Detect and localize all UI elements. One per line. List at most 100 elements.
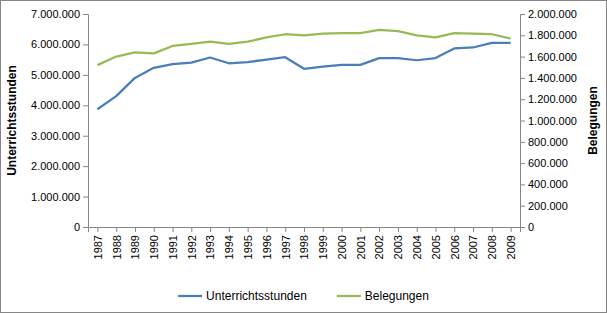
tick-label: 1999 xyxy=(317,235,329,259)
tick-label: 600.000 xyxy=(528,157,568,169)
x-axis: 1987198819891990199119921993199419951996… xyxy=(89,227,521,259)
tick-mark xyxy=(83,105,88,106)
tick-mark xyxy=(520,57,525,58)
tick-mark xyxy=(83,197,88,198)
tick-mark xyxy=(520,35,525,36)
tick: 800.000 xyxy=(520,136,568,148)
tick-label: 1990 xyxy=(148,235,160,259)
tick-mark xyxy=(210,227,211,232)
tick-mark xyxy=(83,75,88,76)
tick-label: 2004 xyxy=(411,235,423,259)
legend-swatch xyxy=(337,295,361,297)
tick: 0 xyxy=(520,221,534,233)
tick: 1999 xyxy=(317,227,329,259)
tick-mark xyxy=(520,99,525,100)
tick-label: 3.000.000 xyxy=(31,130,80,142)
tick-label: 1989 xyxy=(129,235,141,259)
tick-mark xyxy=(398,227,399,232)
tick-label: 1.200.000 xyxy=(528,93,577,105)
tick-mark xyxy=(454,227,455,232)
tick-mark xyxy=(520,142,525,143)
tick-mark xyxy=(435,227,436,232)
tick-label: 1997 xyxy=(280,235,292,259)
tick-mark xyxy=(520,206,525,207)
tick: 200.000 xyxy=(520,200,568,212)
tick-label: 2006 xyxy=(449,235,461,259)
tick-label: 2002 xyxy=(373,235,385,259)
tick-label: 2008 xyxy=(486,235,498,259)
tick: 2009 xyxy=(505,227,517,259)
tick: 1.400.000 xyxy=(520,72,577,84)
tick: 1996 xyxy=(261,227,273,259)
tick-mark xyxy=(379,227,380,232)
y-axis: 01.000.0002.000.0003.000.0004.000.0005.0… xyxy=(31,8,88,233)
tick: 1998 xyxy=(298,227,310,259)
tick-mark xyxy=(83,227,88,228)
tick-mark xyxy=(285,227,286,232)
tick-label: 5.000.000 xyxy=(31,69,80,81)
tick-label: 1994 xyxy=(223,235,235,259)
tick: 2005 xyxy=(430,227,442,259)
tick-mark xyxy=(135,227,136,232)
tick: 1.000.000 xyxy=(520,115,577,127)
tick-label: 2.000.000 xyxy=(31,160,80,172)
tick-mark xyxy=(97,227,98,232)
legend: UnterrichtsstundenBelegungen xyxy=(178,289,429,303)
legend-label: Unterrichtsstunden xyxy=(206,289,307,303)
tick-label: 1992 xyxy=(186,235,198,259)
tick-mark xyxy=(83,136,88,137)
legend-swatch xyxy=(178,295,202,297)
tick-label: 2.000.000 xyxy=(528,8,577,20)
tick-label: 1995 xyxy=(242,235,254,259)
tick-mark xyxy=(266,227,267,232)
tick: 2003 xyxy=(392,227,404,259)
tick-mark xyxy=(520,121,525,122)
tick-mark xyxy=(520,78,525,79)
tick: 400.000 xyxy=(520,178,568,190)
tick: 2008 xyxy=(486,227,498,259)
chart: 0 1.000.000 2.000.000 3.000.000 4.000.000 5.0… xyxy=(0,0,607,313)
tick-mark xyxy=(520,184,525,185)
tick-mark xyxy=(83,44,88,45)
tick: 1995 xyxy=(242,227,254,259)
tick-label: 2005 xyxy=(430,235,442,259)
tick-label: 1.800.000 xyxy=(528,29,577,41)
y2-axis-title: Belegungen xyxy=(586,86,600,155)
tick: 5.000.000 xyxy=(31,69,88,81)
plot-area xyxy=(97,30,510,109)
tick: 1987 xyxy=(92,227,104,259)
tick-label: 1.000.000 xyxy=(528,115,577,127)
tick: 600.000 xyxy=(520,157,568,169)
tick-label: 200.000 xyxy=(528,200,568,212)
axis-line xyxy=(83,15,89,228)
tick: 3.000.000 xyxy=(31,130,88,142)
axis-line xyxy=(89,228,521,233)
tick-label: 1988 xyxy=(111,235,123,259)
tick: 6.000.000 xyxy=(31,38,88,50)
tick-label: 4.000.000 xyxy=(31,99,80,111)
tick-mark xyxy=(191,227,192,232)
tick-mark xyxy=(511,227,512,232)
tick: 1.600.000 xyxy=(520,51,577,63)
tick: 1.200.000 xyxy=(520,93,577,105)
tick: 1990 xyxy=(148,227,160,259)
tick-mark xyxy=(116,227,117,232)
y2-axis: 0 200.000 400.000 600.000 800.000 1.000.000 1.… xyxy=(520,8,577,233)
tick-mark xyxy=(342,227,343,232)
tick-label: 1987 xyxy=(92,235,104,259)
tick-label: 7.000.000 xyxy=(31,8,80,20)
tick: 1992 xyxy=(186,227,198,259)
tick-label: 0 xyxy=(74,221,80,233)
chart-frame xyxy=(1,1,607,313)
tick: 4.000.000 xyxy=(31,99,88,111)
tick: 2006 xyxy=(449,227,461,259)
tick-mark xyxy=(492,227,493,232)
line xyxy=(97,30,510,65)
tick: 1989 xyxy=(129,227,141,259)
tick-mark xyxy=(173,227,174,232)
tick-mark xyxy=(229,227,230,232)
tick-label: 1.600.000 xyxy=(528,51,577,63)
tick: 1988 xyxy=(111,227,123,259)
tick: 0 xyxy=(74,221,88,233)
tick-mark xyxy=(520,14,525,15)
